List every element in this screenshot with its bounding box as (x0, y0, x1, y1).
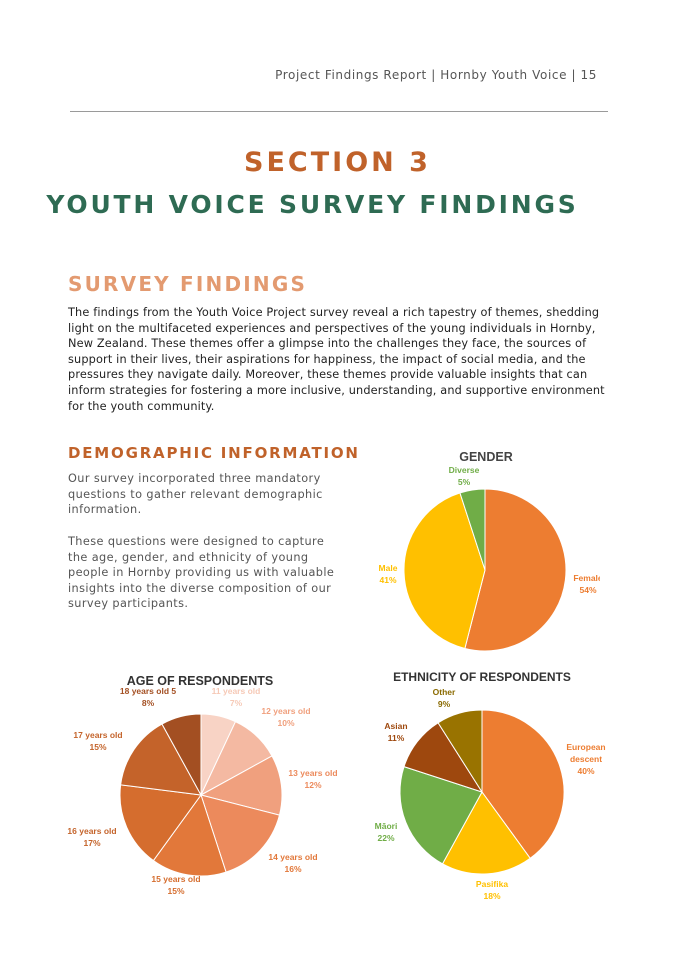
ethnicity-chart-title: ETHNICITY OF RESPONDENTS (393, 670, 571, 684)
age-slice-18-years-old-5 (161, 713, 202, 796)
header-divider (70, 111, 608, 112)
gender-label-male: Male 41% (379, 563, 398, 585)
page-header: Project Findings Report | Hornby Youth V… (275, 68, 597, 82)
age-label-12-years-old: 12 years old 10% (261, 706, 310, 728)
ethnicity-slice-m-ori (399, 766, 483, 865)
age-label-16-years-old: 16 years old 17% (67, 826, 116, 848)
age-chart-title: AGE OF RESPONDENTS (127, 674, 274, 688)
demographic-paragraph-1: Our survey incorporated three mandatory … (68, 472, 323, 517)
ethnicity-slice-european-descent (481, 709, 565, 860)
ethnicity-label-pasifika: Pasifika 18% (476, 879, 508, 901)
ethnicity-slice-pasifika (441, 791, 531, 875)
age-pie-chart: AGE OF RESPONDENTS 11 years old 7%12 year… (67, 674, 337, 896)
survey-findings-paragraph: The findings from the Youth Voice Projec… (68, 306, 605, 413)
ethnicity-slice-other (437, 709, 483, 794)
gender-slice-female (464, 488, 567, 652)
survey-findings-heading: SURVEY FINDINGS (68, 272, 308, 296)
gender-slice-male (403, 492, 486, 650)
gender-slice-diverse (459, 488, 486, 571)
gender-label-diverse: Diverse 5% (449, 465, 480, 487)
age-label-15-years-old: 15 years old 15% (151, 874, 200, 896)
age-slice-15-years-old (152, 793, 227, 877)
section-title: YOUTH VOICE SURVEY FINDINGS (46, 190, 579, 219)
age-label-11-years-old: 11 years old 7% (212, 686, 261, 708)
age-slice-16-years-old (119, 784, 202, 862)
section-number: SECTION 3 (244, 147, 431, 178)
ethnicity-label-european-descent: European descent 40% (566, 742, 605, 776)
gender-pie-chart: GENDER Female 54% Male 41% Diverse 5% (379, 450, 600, 652)
ethnicity-label-other: Other 9% (433, 687, 456, 709)
age-slice-13-years-old (199, 755, 283, 816)
age-slice-14-years-old (200, 794, 281, 873)
demographic-paragraph-2: These questions were designed to capture… (68, 535, 335, 611)
demographic-heading: DEMOGRAPHIC INFORMATION (68, 444, 360, 462)
gender-chart-title: GENDER (459, 450, 512, 464)
gender-label-female: Female 54% (573, 573, 600, 595)
age-label-18-years-old-5: 18 years old 5 8% (120, 686, 177, 708)
age-label-13-years-old: 13 years old 12% (288, 768, 337, 790)
ethnicity-label-m-ori: Māori 22% (375, 821, 398, 843)
age-label-14-years-old: 14 years old 16% (268, 852, 317, 874)
ethnicity-pie-chart: ETHNICITY OF RESPONDENTS European descent… (375, 670, 606, 901)
age-label-17-years-old: 17 years old 15% (73, 730, 122, 752)
age-slice-17-years-old (120, 723, 202, 796)
ethnicity-label-asian: Asian 11% (384, 721, 407, 743)
